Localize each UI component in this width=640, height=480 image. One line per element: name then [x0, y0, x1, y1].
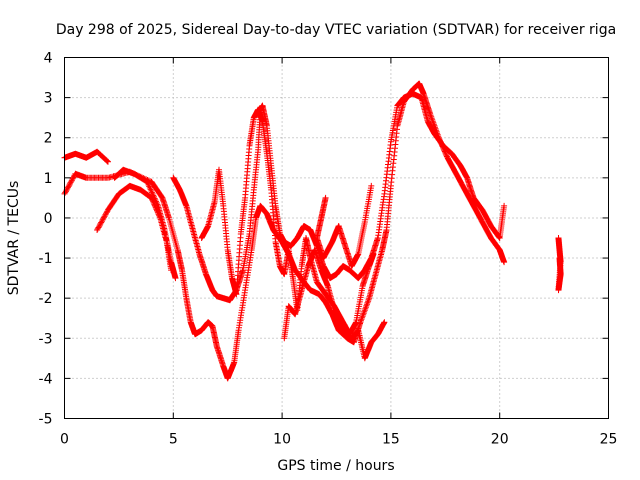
y-tick-label: 2 [44, 131, 53, 147]
x-tick-label: 0 [60, 432, 69, 448]
y-tick-label: -4 [39, 371, 53, 387]
y-tick-label: -2 [39, 291, 53, 307]
x-tick-label: 5 [169, 432, 178, 448]
y-tick-label: 4 [44, 51, 53, 67]
data-point-markers [313, 182, 375, 270]
data-point-markers [281, 247, 388, 362]
data-point-markers [111, 166, 179, 282]
y-tick-label: 0 [44, 211, 53, 227]
y-tick-label: 3 [44, 91, 53, 107]
plot-frame [64, 57, 609, 419]
y-tick-label: -5 [39, 412, 53, 428]
data-point-markers [198, 106, 377, 338]
series-track-h [313, 182, 375, 270]
y-axis-label: SDTVAR / TECUs [6, 181, 22, 296]
y-tick-label: -3 [39, 331, 53, 347]
series-track-g [281, 247, 388, 362]
x-tick-label: 20 [491, 432, 509, 448]
axis-ticks: 0 5 10 15 20 25 -5 -4 -3 -2 -1 0 1 2 3 4 [39, 51, 618, 448]
series-track-f [198, 106, 377, 338]
x-tick-label: 15 [382, 432, 400, 448]
y-tick-label: -1 [39, 251, 53, 267]
y-tick-label: 1 [44, 171, 53, 187]
data-point-markers [555, 235, 564, 294]
x-tick-label: 25 [600, 432, 618, 448]
series-track-i [555, 235, 564, 294]
series-track-d [111, 166, 179, 282]
chart-title: Day 298 of 2025, Sidereal Day-to-day VTE… [56, 22, 616, 38]
data-point-markers [170, 90, 508, 304]
x-axis-label: GPS time / hours [277, 458, 394, 474]
x-tick-label: 10 [273, 432, 291, 448]
series-track-e [170, 90, 508, 304]
